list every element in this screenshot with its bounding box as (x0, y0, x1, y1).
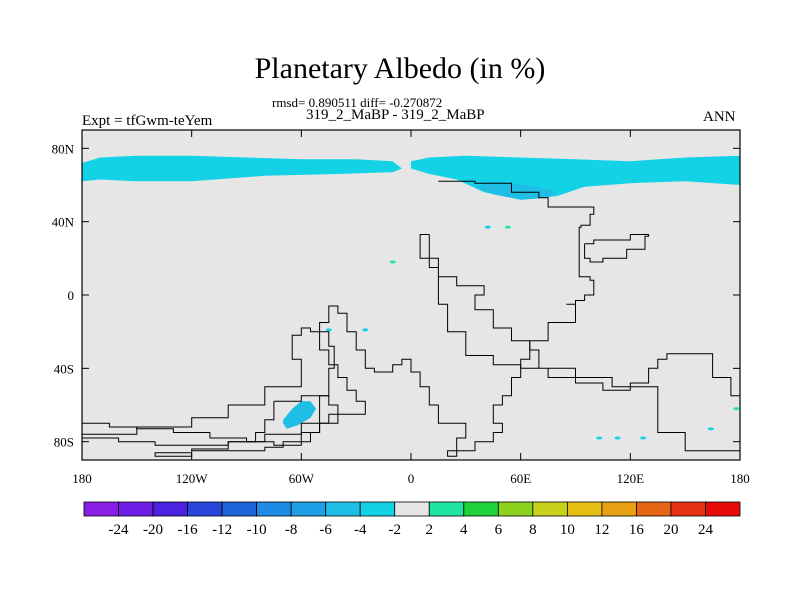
anomaly-spot (504, 225, 511, 229)
x-tick-label: 120E (617, 471, 645, 486)
colorbar-swatch (83, 501, 119, 517)
coastline-india-block (584, 234, 650, 263)
anomaly-spot (484, 225, 491, 229)
y-tick-label: 40S (54, 361, 74, 376)
colorbar-label: 12 (594, 522, 609, 538)
colorbar-label: -6 (319, 522, 332, 538)
coastline-east-continent (419, 234, 740, 452)
colorbar-label: 16 (629, 522, 645, 538)
colorbar-label: 24 (698, 522, 714, 538)
experiment-label: Expt = tfGwm-teYem (82, 113, 213, 129)
y-tick-label: 40N (52, 215, 75, 230)
colorbar-swatch (566, 501, 603, 517)
colorbar-label: -2 (388, 522, 401, 538)
anomaly-spot (325, 328, 332, 332)
colorbar-swatch (325, 501, 361, 517)
colorbar-swatch (636, 501, 672, 517)
colorbar-label: 20 (663, 522, 678, 538)
chart-title: Planetary Albedo (in %) (254, 52, 546, 85)
season-label: ANN (703, 109, 736, 125)
colorbar-swatch (118, 501, 154, 517)
x-tick-label: 180 (730, 471, 750, 486)
colorbar-label: -10 (247, 522, 267, 538)
x-tick-label: 180 (72, 471, 92, 486)
coastline-south-inner (154, 395, 339, 457)
y-tick-label: 80N (52, 141, 75, 156)
colorbar-swatch (256, 501, 292, 517)
anomaly-spot (362, 328, 369, 332)
colorbar-swatch (394, 501, 430, 517)
colorbar-label: 10 (560, 522, 575, 538)
colorbar-label: -12 (212, 522, 232, 538)
anomaly-spot (596, 436, 603, 440)
anomaly-spot (640, 436, 647, 440)
colorbar-swatch (601, 501, 637, 517)
colorbar-swatch (670, 501, 706, 517)
colorbar-label: 6 (495, 522, 503, 538)
colorbar-swatch (463, 501, 499, 517)
map-background (82, 130, 740, 460)
anomaly-region-arctic-west-band (82, 155, 402, 182)
colorbar-swatch (290, 501, 327, 517)
colorbar-label: -20 (143, 522, 163, 538)
case-line: 319_2_MaBP - 319_2_MaBP (306, 107, 485, 123)
colorbar-swatch (359, 501, 396, 517)
colorbar-label: -4 (354, 522, 367, 538)
colorbar-swatch (152, 501, 188, 517)
colorbar-swatch (428, 501, 465, 517)
colorbar-label: -8 (285, 522, 298, 538)
colorbar-swatch (497, 501, 534, 517)
colorbar-label: 8 (529, 522, 537, 538)
anomaly-region-antarctic-peninsula-spot (283, 401, 316, 429)
anomaly-spot (389, 260, 396, 264)
x-tick-label: 0 (408, 471, 415, 486)
anomaly-spot (614, 436, 621, 440)
colorbar-label: 4 (460, 522, 468, 538)
x-tick-label: 60W (289, 471, 315, 486)
colorbar-swatch (705, 501, 741, 517)
y-tick-label: 0 (68, 288, 75, 303)
x-tick-label: 120W (176, 471, 209, 486)
colorbar-swatch (532, 501, 568, 517)
y-tick-label: 80S (54, 435, 74, 450)
colorbar-swatch (221, 501, 258, 517)
colorbar-label: -24 (109, 522, 129, 538)
stats-line: rmsd= 0.890511 diff= -0.270872 (272, 95, 443, 110)
x-tick-label: 60E (510, 471, 531, 486)
colorbar-swatch (187, 501, 223, 517)
anomaly-spot (707, 427, 714, 431)
colorbar-label: -16 (178, 522, 198, 538)
colorbar-label: 2 (426, 522, 434, 538)
anomaly-spot (733, 407, 740, 411)
anomaly-region-arctic-east-core (475, 181, 558, 200)
